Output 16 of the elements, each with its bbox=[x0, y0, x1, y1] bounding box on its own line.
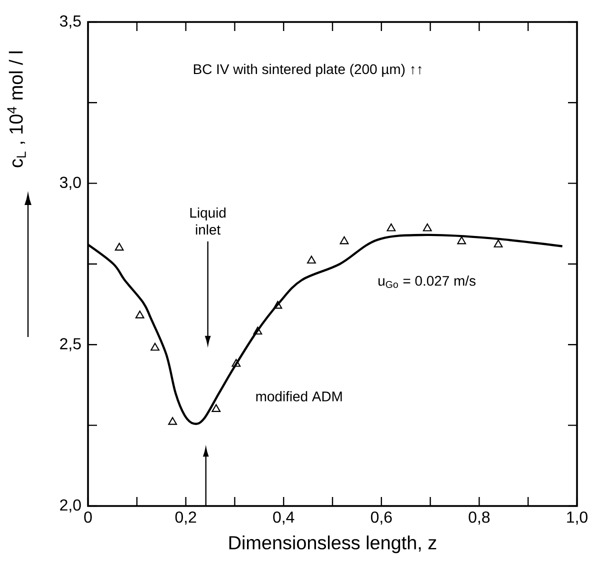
text: modified ADM bbox=[256, 391, 342, 402]
annotation: u$_{Go}$ = 0.027 m/s bbox=[378, 276, 476, 288]
y-axis-title: c$_{L}$ , 10$^{4}$ mol / l bbox=[7, 52, 26, 168]
x-axis-title: Dimensionsless length, z bbox=[229, 536, 436, 554]
annotation: BC IV with sintered plate (200 µm) ↑↑ bbox=[194, 64, 422, 77]
x-tick-label: 0,2 bbox=[175, 512, 196, 525]
x-tick-label: 0 bbox=[84, 512, 92, 523]
y-tick-label: 2,0 bbox=[60, 499, 81, 513]
x-tick-label: 0,8 bbox=[468, 512, 490, 525]
annotation: Liquid inlet bbox=[190, 207, 226, 235]
y-tick-label: 3,0 bbox=[60, 176, 81, 190]
x-tick-label: 0,6 bbox=[370, 512, 392, 525]
x-tick-label: 0,4 bbox=[273, 512, 294, 525]
y-tick-label: 2,5 bbox=[60, 338, 81, 352]
x-tick-label: 1,0 bbox=[567, 512, 588, 525]
y-tick-label: 3,5 bbox=[60, 15, 81, 29]
